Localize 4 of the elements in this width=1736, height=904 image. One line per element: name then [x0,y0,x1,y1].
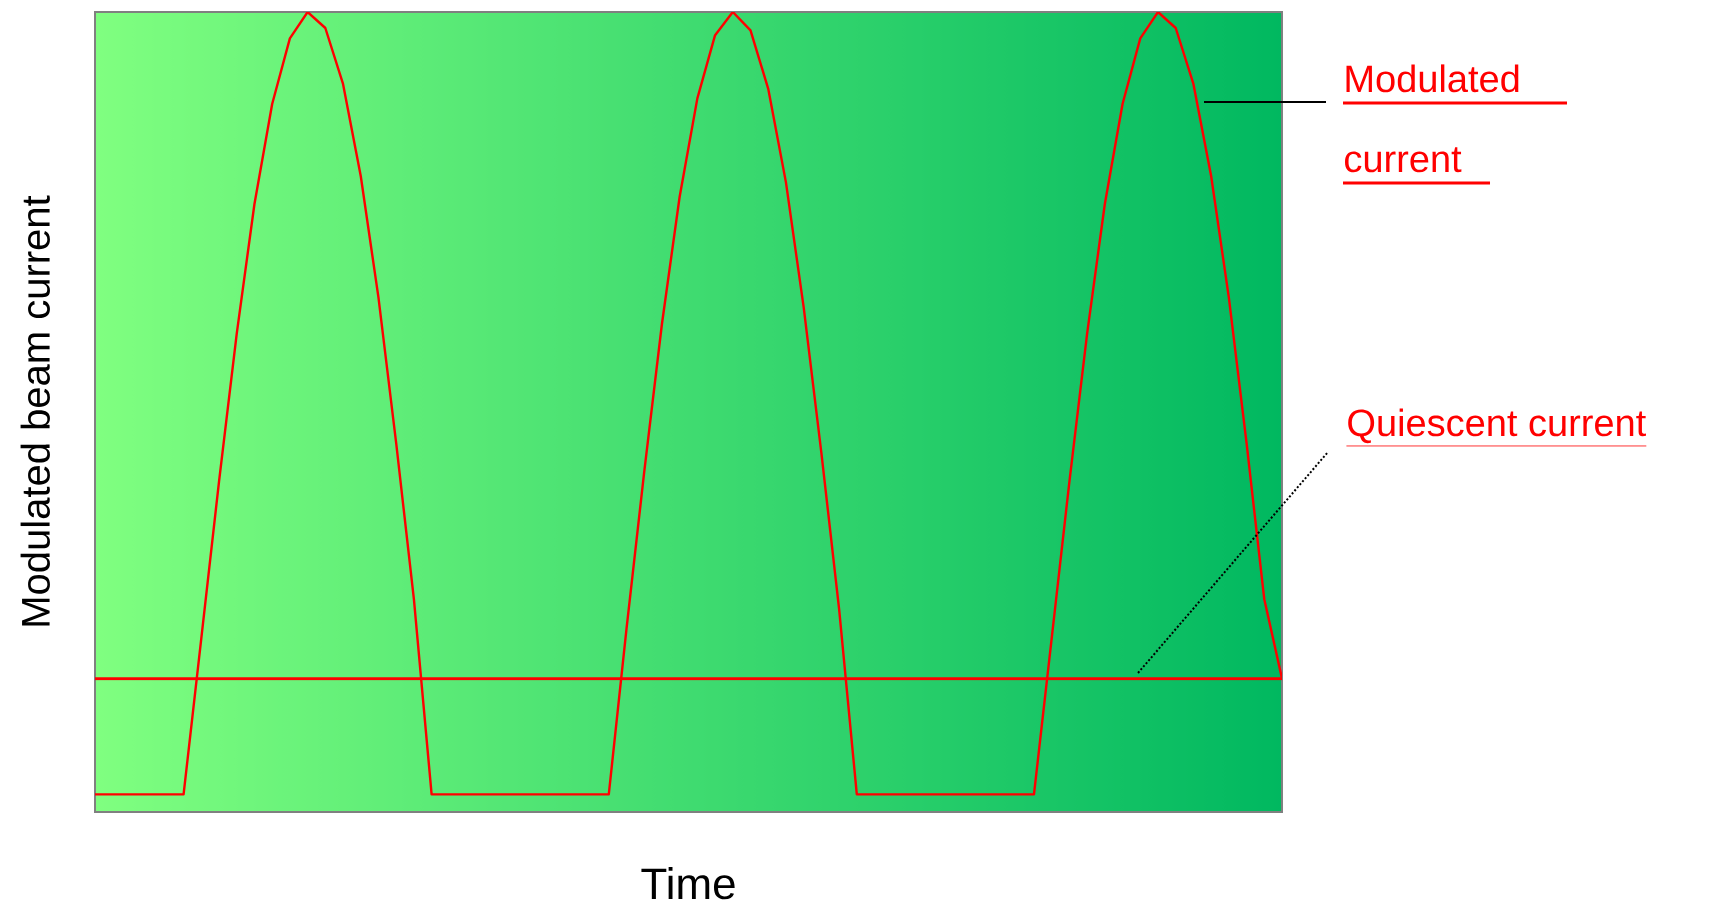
y-axis-title: Modulated beam current [20,195,50,626]
text: Modulated current [1345,64,1519,173]
ref-line-label: Quiescent current [1348,408,1646,444]
x-axis-title: Time [641,867,735,900]
